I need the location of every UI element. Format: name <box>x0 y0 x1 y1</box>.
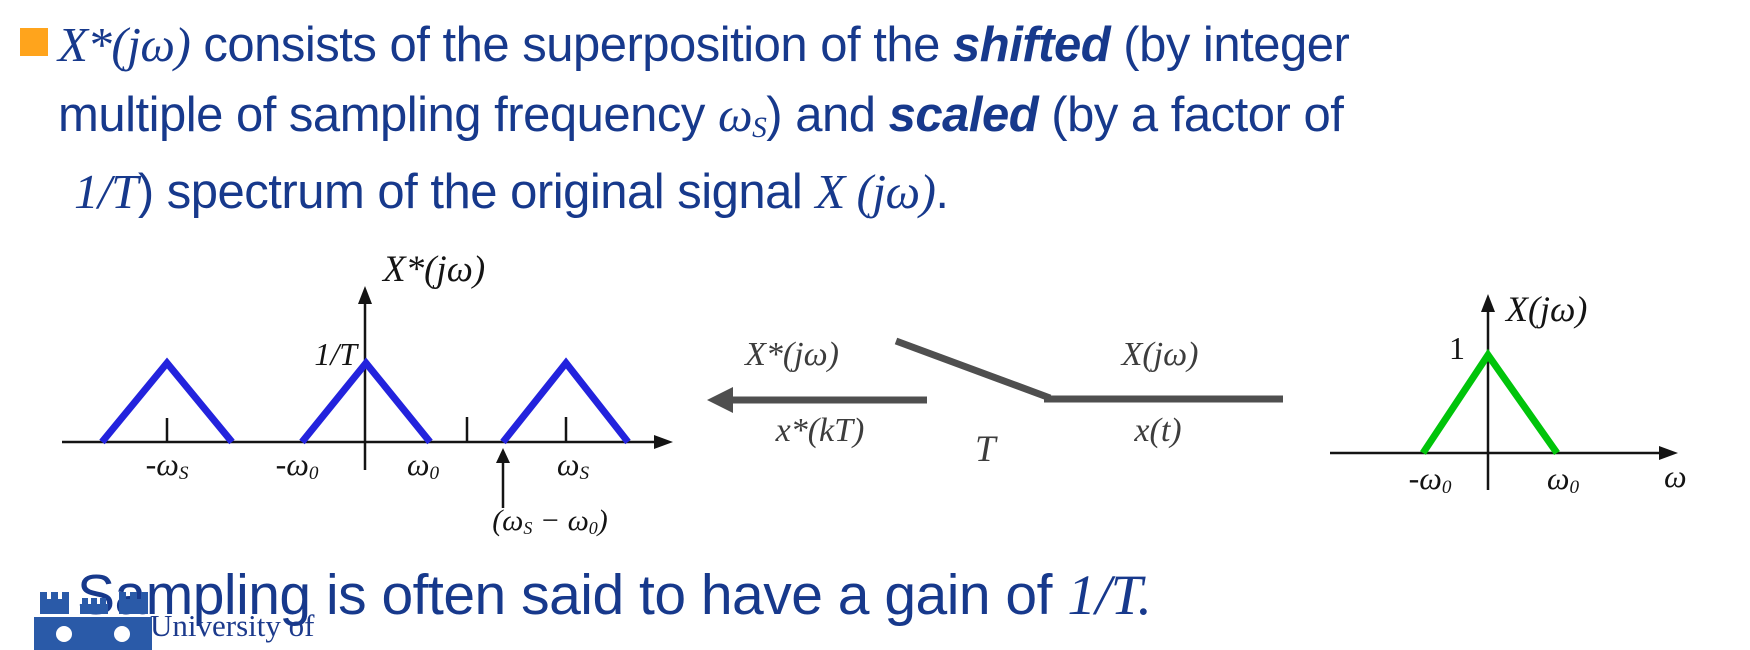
label-sub: 0 <box>588 517 598 538</box>
x-axis-arrowhead-icon <box>1659 446 1678 460</box>
math-run: X (jω) <box>815 164 936 219</box>
x-axis-variable-label: ω <box>1664 458 1687 494</box>
label-main: ω <box>1546 460 1570 496</box>
tick-label-ws: ωS <box>523 446 623 485</box>
bullet-marker-icon <box>20 28 48 56</box>
math-run: X*(jω) <box>58 17 191 72</box>
label-part: ) <box>597 504 608 537</box>
spectrum-triangle-neg-ws <box>99 357 235 445</box>
label-sub: 0 <box>1441 477 1452 499</box>
annotation-arrow <box>496 448 510 508</box>
label-sub: S <box>523 517 533 538</box>
left-plot-title: X*(jω) <box>383 249 486 290</box>
label-main: -ω <box>1408 460 1442 496</box>
math-run: 1/T <box>1067 564 1138 627</box>
tick-label-w0: ω0 <box>373 446 473 485</box>
label-sub: S <box>579 463 590 485</box>
output-arrowhead-icon <box>707 387 733 413</box>
emphasis-run: scaled <box>888 88 1039 142</box>
label-sub: 0 <box>308 463 319 485</box>
sampler-connectors <box>730 337 1283 404</box>
original-spectrum-triangle <box>1420 348 1560 456</box>
math-run: 1/T <box>74 164 138 219</box>
annotation-label: (ωS − ω0) <box>455 504 645 538</box>
text-run: (by a factor of <box>1038 88 1344 142</box>
bottom-statement: Sampling is often said to have a gain of… <box>77 562 1152 629</box>
sampler-input-spectrum-label: X(jω) <box>1121 336 1199 373</box>
paragraph-line-3: 1/T) spectrum of the original signal X (… <box>58 157 1698 227</box>
right-plot-axes <box>1330 294 1678 490</box>
y-axis-arrowhead-icon <box>1481 294 1495 312</box>
tick-label-neg-w0: -ω0 <box>1380 460 1480 499</box>
label-main: -ω <box>145 446 179 482</box>
sampled-spectrum-triangles <box>99 357 631 445</box>
text-run: consists of the superposition of the <box>190 18 954 72</box>
sampler-output-signal-label: x*(kT) <box>775 412 865 449</box>
emphasis-run: shifted <box>953 18 1111 72</box>
y-axis-arrowhead-icon <box>358 286 372 304</box>
sampler-input-signal-label: x(t) <box>1134 412 1182 449</box>
label-sub: 0 <box>1569 477 1580 499</box>
left-plot-axes <box>62 286 673 470</box>
label-main: -ω <box>275 446 309 482</box>
university-crest-icon <box>34 592 152 650</box>
math-run: ω <box>717 87 753 142</box>
label-part: (ω <box>492 504 524 537</box>
right-plot-title: X(jω) <box>1506 289 1588 329</box>
text-run: ) and <box>766 88 889 142</box>
peak-value-label: 1/T <box>314 336 357 372</box>
sampling-period-label: T <box>975 429 996 470</box>
text-run: ) spectrum of the original signal <box>137 165 816 219</box>
x-axis-arrowhead-icon <box>654 435 673 449</box>
annotation-arrowhead-icon <box>496 448 510 463</box>
text-run: (by integer <box>1110 18 1350 72</box>
paragraph-line-1: X*(jω) consists of the superposition of … <box>58 10 1698 80</box>
text-run: multiple of sampling frequency <box>58 88 718 142</box>
university-logo-caption: University of <box>150 608 315 643</box>
spectrum-triangle-baseband <box>299 357 433 445</box>
tick-label-w0: ω0 <box>1513 460 1613 499</box>
label-sub: 0 <box>429 463 440 485</box>
label-main: ω <box>556 446 580 482</box>
label-sub: S <box>178 463 189 485</box>
spectrum-triangle-ws <box>500 357 631 445</box>
tick-label-neg-ws: -ωS <box>117 446 217 485</box>
sampler-output-spectrum-label: X*(jω) <box>745 336 839 373</box>
bullet-paragraph: X*(jω) consists of the superposition of … <box>58 10 1698 227</box>
text-run: . <box>1137 564 1152 627</box>
peak-value-label: 1 <box>1449 330 1465 366</box>
label-main: ω <box>406 446 430 482</box>
label-part: − ω <box>532 504 589 537</box>
subscript-run: S <box>752 112 767 145</box>
sampler-switch-blade <box>894 337 1052 402</box>
tick-label-neg-w0: -ω0 <box>247 446 347 485</box>
text-run: . <box>935 165 949 219</box>
paragraph-line-2: multiple of sampling frequency ωS) and s… <box>58 80 1698 157</box>
text-run: Sampling is often said to have a gain of <box>77 563 1068 627</box>
